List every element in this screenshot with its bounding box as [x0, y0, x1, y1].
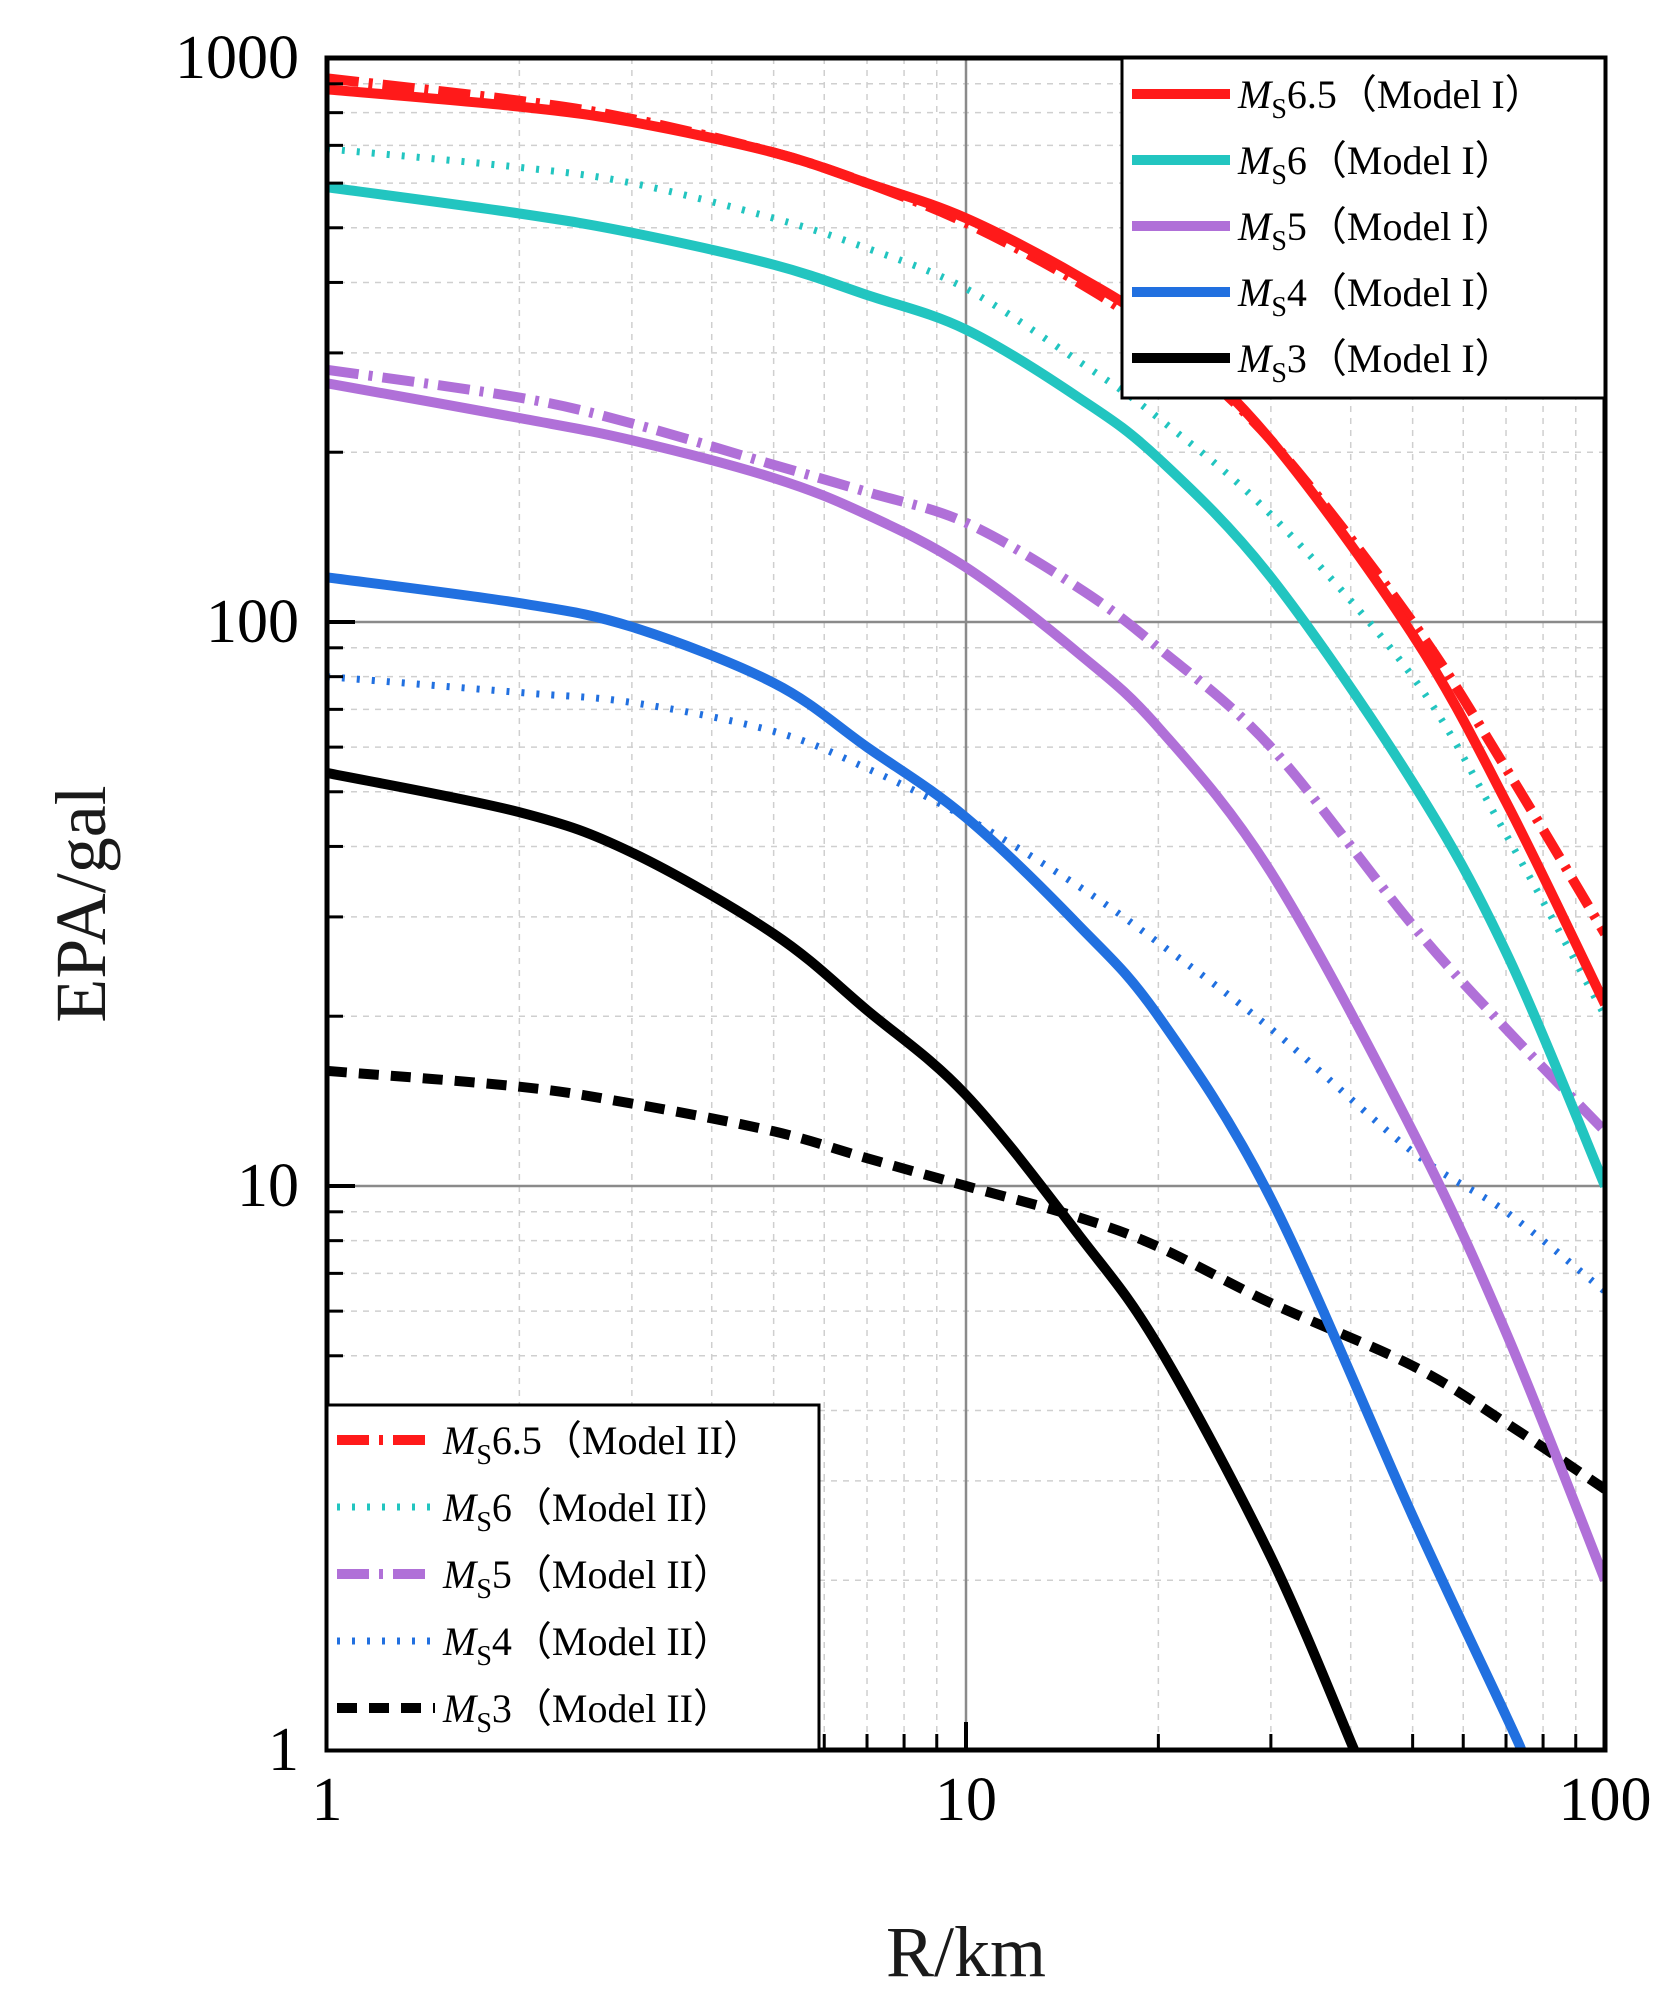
legend-text-value: 4（Model II）	[492, 1619, 733, 1664]
legend-subscript: S	[1271, 292, 1287, 323]
legend-label: MS4（Model I）	[1237, 270, 1515, 323]
legend-text-value: 3（Model II）	[492, 1686, 733, 1731]
legend-text-value: 3（Model I）	[1287, 336, 1515, 381]
legend-label: MS6（Model II）	[442, 1485, 733, 1538]
x-tick-label: 100	[1559, 1766, 1652, 1834]
legend-symbol: M	[1237, 270, 1274, 315]
legend-text-value: 6（Model I）	[1287, 138, 1515, 183]
y-axis-title: EPA/gal	[41, 785, 121, 1022]
tick-labels-layer: 1 10 100 1 10 100 1000	[175, 24, 1652, 1834]
legend-symbol: M	[442, 1552, 479, 1597]
legend-symbol: M	[442, 1485, 479, 1530]
legend-label: MS5（Model I）	[1237, 204, 1515, 257]
series-line-1	[327, 182, 1605, 1188]
legend-subscript: S	[1271, 160, 1287, 191]
series-line-7	[327, 364, 1605, 1135]
legend-symbol: M	[1237, 138, 1274, 183]
x-tick-label: 1	[312, 1766, 343, 1834]
legend-label: MS6（Model I）	[1237, 138, 1515, 191]
legend-label: MS6.5（Model II）	[442, 1418, 763, 1471]
legend-text-value: 4（Model I）	[1287, 270, 1515, 315]
y-tick-label: 1000	[175, 24, 299, 92]
legend-symbol: M	[1237, 72, 1274, 117]
series-line-3	[327, 572, 1527, 1750]
legend-text-value: 5（Model I）	[1287, 204, 1515, 249]
legend-symbol: M	[1237, 336, 1274, 381]
legend-text-value: 6.5（Model II）	[492, 1418, 763, 1463]
legend-subscript: S	[476, 1440, 492, 1471]
legend-subscript: S	[476, 1507, 492, 1538]
legend-text-value: 5（Model II）	[492, 1552, 733, 1597]
legend-label: MS5（Model II）	[442, 1552, 733, 1605]
legend-text-value: 6.5（Model I）	[1287, 72, 1545, 117]
legend-bottom-left: MS6.5（Model II）MS6（Model II）MS5（Model II…	[325, 1403, 821, 1752]
legend-label: MS3（Model II）	[442, 1686, 733, 1739]
legend-symbol: M	[442, 1418, 479, 1463]
x-tick-label: 10	[935, 1766, 997, 1834]
series-line-8	[327, 673, 1605, 1295]
legend-symbol: M	[442, 1686, 479, 1731]
legend-top-right: MS6.5（Model I）MS6（Model I）MS5（Model I）MS…	[1120, 56, 1607, 400]
series-line-9	[327, 1065, 1605, 1494]
series-line-2	[327, 378, 1605, 1583]
y-tick-label: 10	[237, 1152, 299, 1220]
series-line-4	[327, 768, 1359, 1750]
legend-symbol: M	[442, 1619, 479, 1664]
legend-subscript: S	[476, 1574, 492, 1605]
legend-subscript: S	[476, 1708, 492, 1739]
legend-subscript: S	[476, 1641, 492, 1672]
legend-label: MS3（Model I）	[1237, 336, 1515, 389]
legend-label: MS6.5（Model I）	[1237, 72, 1545, 125]
y-tick-label: 100	[206, 588, 299, 656]
legend-subscript: S	[1271, 94, 1287, 125]
y-tick-label: 1	[268, 1716, 299, 1784]
legend-text-value: 6（Model II）	[492, 1485, 733, 1530]
legend-subscript: S	[1271, 226, 1287, 257]
x-axis-title: R/km	[886, 1912, 1046, 1992]
legend-subscript: S	[1271, 358, 1287, 389]
legend-symbol: M	[1237, 204, 1274, 249]
series-line-0	[327, 84, 1605, 1007]
legend-label: MS4（Model II）	[442, 1619, 733, 1672]
legend-layer: MS6.5（Model I）MS6（Model I）MS5（Model I）MS…	[325, 56, 1607, 1752]
series-layer	[327, 73, 1605, 1750]
